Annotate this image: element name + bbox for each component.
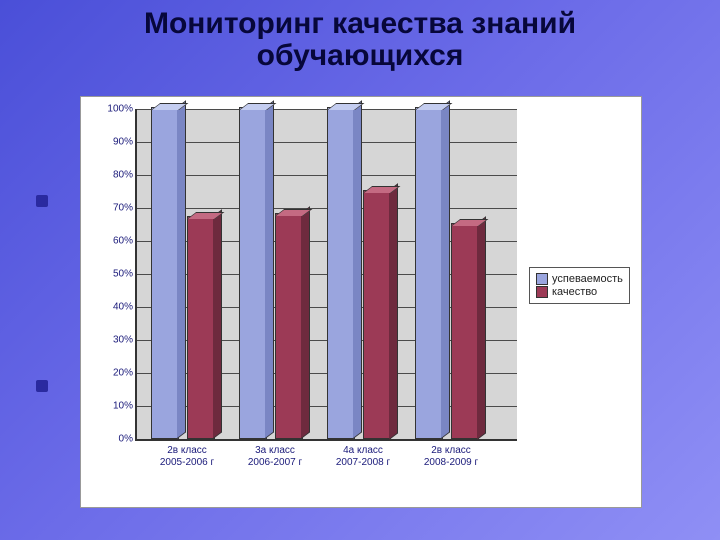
y-tick-label: 0%	[95, 434, 133, 445]
bar	[151, 109, 177, 439]
y-tick-label: 90%	[95, 137, 133, 148]
bar-side	[213, 209, 222, 439]
bar-side	[265, 100, 274, 439]
chart-panel: 0% 10% 20% 30% 40% 50% 60% 70% 80% 90% 100% 2в клас…	[80, 96, 642, 508]
bar-side	[353, 100, 362, 439]
y-tick-label: 80%	[95, 170, 133, 181]
slide-bullet	[36, 380, 48, 392]
slide-title: Мониторинг качества знаний обучающихся	[0, 0, 720, 71]
x-tick-label: 2в класс2008-2009 г	[407, 439, 495, 469]
bar-group: 2в класс2005-2006 г	[151, 109, 239, 439]
y-tick-label: 10%	[95, 401, 133, 412]
bar-side	[177, 100, 186, 439]
bar	[327, 109, 353, 439]
bar-group: 4а класс2007-2008 г	[327, 109, 415, 439]
bar-front	[327, 107, 355, 439]
y-tick-label: 100%	[95, 104, 133, 115]
x-tick-label: 4а класс2007-2008 г	[319, 439, 407, 469]
bar	[415, 109, 441, 439]
chart-legend: успеваемостькачество	[529, 267, 630, 304]
bar-group: 3а класс2006-2007 г	[239, 109, 327, 439]
bar-front	[239, 107, 267, 439]
chart-plot-area: 0%10%20%30%40%50%60%70%80%90%100%2в клас…	[135, 109, 517, 441]
bar-front	[363, 190, 391, 440]
bar-group: 2в класс2008-2009 г	[415, 109, 503, 439]
title-line-1: Мониторинг качества знаний	[0, 8, 720, 40]
bar-front	[187, 216, 215, 439]
y-tick-label: 50%	[95, 269, 133, 280]
bar	[275, 215, 301, 439]
bar	[363, 192, 389, 440]
y-tick-label: 60%	[95, 236, 133, 247]
slide-bullet	[36, 195, 48, 207]
y-tick-label: 70%	[95, 203, 133, 214]
bar-front	[415, 107, 443, 439]
legend-swatch	[536, 273, 548, 285]
legend-label: успеваемость	[552, 273, 623, 285]
x-tick-label: 2в класс2005-2006 г	[143, 439, 231, 469]
bar-side	[389, 183, 398, 439]
legend-label: качество	[552, 286, 597, 298]
bar	[187, 218, 213, 439]
y-tick-label: 40%	[95, 302, 133, 313]
bar-front	[275, 213, 303, 439]
title-line-2: обучающихся	[0, 40, 720, 72]
y-tick-label: 30%	[95, 335, 133, 346]
bar-front	[451, 223, 479, 440]
legend-item: качество	[536, 286, 623, 298]
legend-item: успеваемость	[536, 273, 623, 285]
bar-side	[477, 216, 486, 439]
bar-front	[151, 107, 179, 439]
bar	[239, 109, 265, 439]
bar-side	[301, 206, 310, 439]
x-tick-label: 3а класс2006-2007 г	[231, 439, 319, 469]
legend-swatch	[536, 286, 548, 298]
bar-side	[441, 100, 450, 439]
bar	[451, 225, 477, 440]
y-tick-label: 20%	[95, 368, 133, 379]
